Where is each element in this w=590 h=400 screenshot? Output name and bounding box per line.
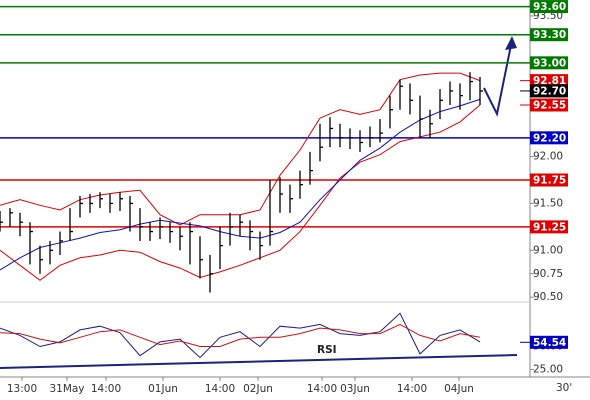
y-tick-label: 90.75	[533, 268, 563, 280]
interval-label: 30'	[556, 382, 572, 394]
x-tick-label: 04Jun	[444, 383, 474, 395]
x-tick-label: 01Jun	[148, 383, 178, 395]
marker-box	[530, 98, 568, 112]
x-tick-label: 14:00	[307, 383, 337, 395]
rsi-label: RSI	[317, 344, 337, 356]
level-label: 92.20	[533, 132, 566, 144]
marker-label: 92.55	[533, 100, 566, 112]
level-box	[530, 28, 568, 42]
marker-label: 92.70	[533, 85, 566, 97]
level-label: 93.30	[533, 29, 566, 41]
level-label: 91.25	[533, 221, 566, 233]
level-box	[530, 0, 568, 14]
x-tick-label: 14:00	[205, 383, 235, 395]
level-label: 93.60	[533, 1, 566, 13]
level-box	[530, 56, 568, 70]
forecast-arrow	[483, 44, 512, 118]
marker-box	[530, 74, 568, 88]
marker-label: 54.54	[533, 337, 566, 349]
x-tick-label: 14:00	[397, 383, 427, 395]
level-label: 91.75	[533, 175, 566, 187]
y-tick-label: 92.00	[533, 151, 563, 163]
y-tick-label: 91.50	[533, 197, 563, 209]
level-label: 93.00	[533, 57, 566, 69]
overlay-line	[0, 104, 481, 281]
marker-box	[530, 335, 568, 349]
x-tick-label: 02Jun	[243, 383, 273, 395]
x-tick-label: 14:00	[91, 383, 121, 395]
arrow-head	[505, 36, 517, 50]
x-tick-label: 03Jun	[340, 383, 370, 395]
marker-label: 92.81	[533, 75, 566, 87]
y-tick-label: 90.50	[533, 291, 563, 303]
marker-box	[530, 84, 568, 98]
rsi-trendline	[0, 354, 518, 369]
level-box	[530, 220, 568, 234]
y-tick-label: 25.00	[533, 364, 563, 376]
rsi-line	[0, 323, 481, 347]
level-box	[530, 131, 568, 145]
x-tick-label: 31May	[49, 383, 84, 395]
x-tick-label: 13:00	[7, 383, 37, 395]
rsi-line	[0, 312, 481, 359]
y-tick-label: 91.00	[533, 244, 563, 256]
level-box	[530, 173, 568, 187]
